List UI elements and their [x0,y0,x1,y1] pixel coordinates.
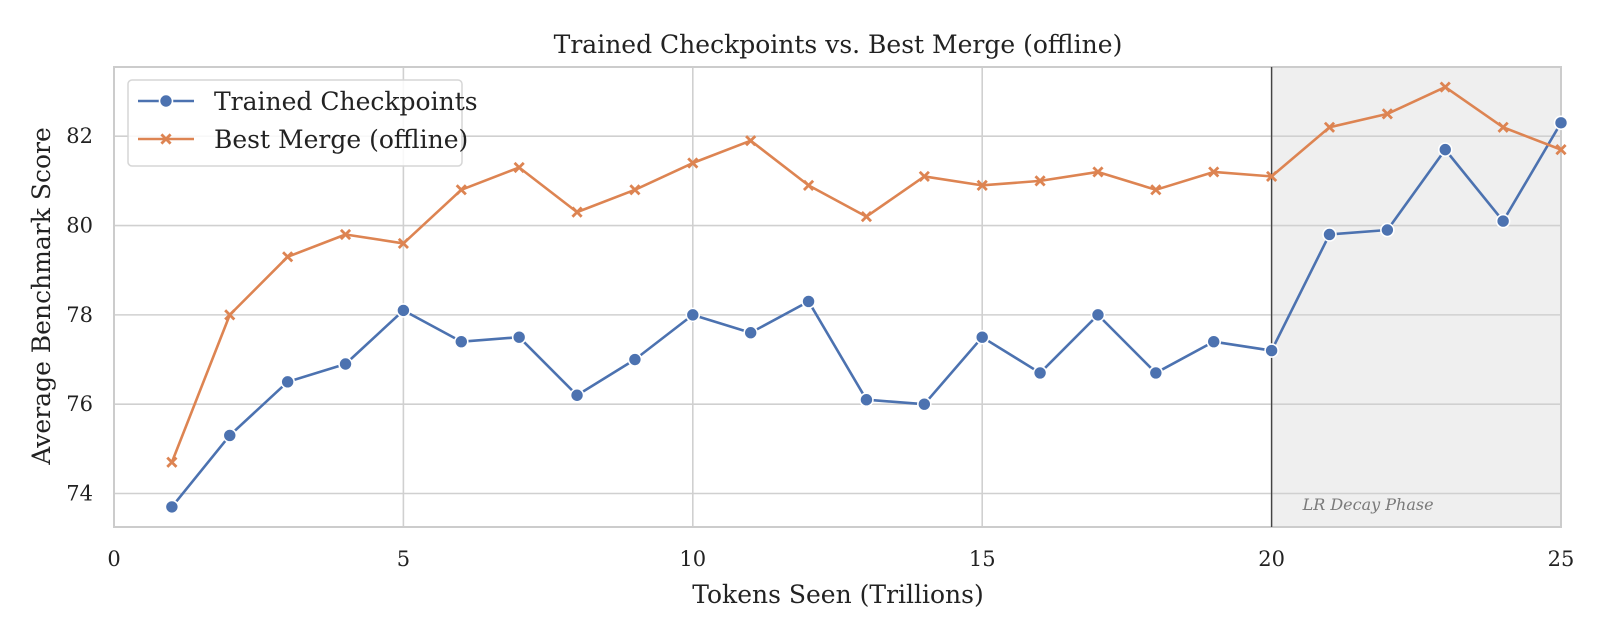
data-point [1032,365,1048,381]
data-point [1208,166,1220,178]
data-point [338,356,353,372]
data-point [1090,307,1106,323]
legend-symbol-trained-checkpoints [138,93,194,109]
data-point [280,374,295,390]
y-tick-label: 82 [66,124,93,148]
y-tick-label: 76 [66,392,93,416]
data-point [1439,81,1451,93]
data-point [1380,222,1395,238]
data-point [455,184,467,196]
data-point [282,251,294,263]
y-axis-title: Average Benchmark Score [27,127,56,466]
shaded-region-layer [1271,67,1561,527]
data-point [629,184,641,196]
data-point [687,157,699,169]
data-point [1553,115,1569,131]
data-point [745,135,757,147]
data-point [801,294,816,309]
data-point [569,387,585,403]
data-point [397,237,409,249]
data-point [859,392,874,408]
y-tick-label: 74 [66,482,93,506]
legend-symbol-best-merge [138,133,194,145]
tick-label-layer: 0 5 10 15 20 25 74 76 78 80 82 [66,124,1574,571]
data-point [1437,142,1453,157]
data-point [224,309,236,321]
plot-frame [113,66,1562,528]
x-tick-label: 5 [397,547,410,571]
data-point [1323,121,1336,133]
data-point [1497,121,1509,133]
data-point [222,428,238,443]
data-point [571,206,583,218]
data-point [685,307,701,323]
legend: Trained Checkpoints Best Merge (offline) [127,79,478,167]
chart-title: Trained Checkpoints vs. Best Merge (offl… [554,30,1123,59]
data-point [976,179,988,191]
series-layer [164,81,1569,515]
data-point [743,325,758,341]
data-point [917,396,932,412]
y-tick-label: 80 [66,214,93,238]
data-point [627,352,643,367]
legend-marker [158,93,174,109]
data-point [1495,213,1511,229]
legend-label-best-merge: Best Merge (offline) [214,125,468,154]
data-point [164,499,180,515]
data-point [1266,170,1278,183]
data-point [918,170,930,183]
x-tick-label: 0 [107,547,120,571]
legend-marker [160,133,172,145]
data-point [1034,175,1046,187]
data-point [1322,227,1337,242]
data-point [1264,343,1279,358]
x-tick-label: 10 [679,547,706,571]
data-point [166,456,178,468]
data-point [513,161,525,174]
y-tick-label: 78 [66,303,93,327]
data-point [1092,166,1104,178]
data-point [1206,334,1222,349]
data-point [1381,108,1393,120]
x-tick-label: 25 [1548,547,1575,571]
lr-decay-shaded-region [1271,67,1561,527]
legend-box [127,79,463,167]
series-0 [164,115,1569,515]
data-point [396,303,411,318]
data-point [860,211,873,223]
data-point [339,228,352,241]
x-tick-label: 20 [1258,547,1285,571]
data-point [1148,365,1164,381]
data-point [511,329,527,345]
data-point [974,329,990,345]
x-tick-label: 15 [969,547,996,571]
series-1 [166,81,1567,468]
legend-label-trained-checkpoints: Trained Checkpoints [214,87,478,116]
data-point [453,334,469,349]
data-point [1555,144,1567,156]
data-point [802,179,815,191]
lr-decay-phase-label: LR Decay Phase [1302,495,1434,514]
data-point [1150,184,1162,196]
x-axis-title: Tokens Seen (Trillions) [692,580,983,609]
